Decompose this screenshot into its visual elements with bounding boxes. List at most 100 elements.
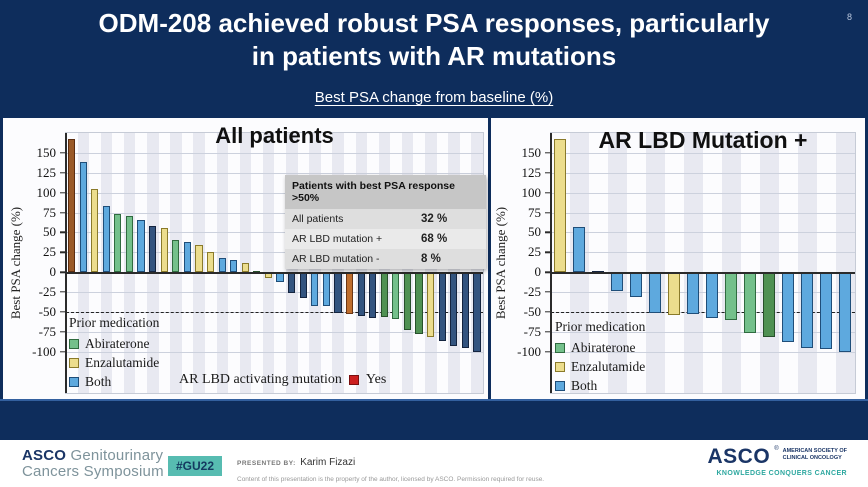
waterfall-bar: [288, 272, 296, 293]
y-axis-tick-label: 125: [36, 164, 57, 180]
gridline: [551, 292, 855, 294]
waterfall-bar: [820, 272, 832, 350]
y-axis-tick-label: -25: [38, 284, 56, 300]
waterfall-bar: [801, 272, 813, 348]
waterfall-bar: [299, 272, 307, 298]
waterfall-bar: [782, 272, 794, 343]
legend-swatch-yellow: [555, 361, 565, 372]
waterfall-bar: [311, 272, 319, 306]
waterfall-plot-ar-lbd-mutation: 150 125 100 75 50 25 0 -25 -50 -75 -100: [517, 132, 856, 394]
footer-bar: ASCO Genitourinary Cancers Symposium #GU…: [0, 440, 868, 487]
legend-swatch-blue: [69, 376, 79, 387]
waterfall-bar: [137, 220, 145, 273]
symposium-logo-line2: Cancers Symposium: [22, 462, 164, 480]
background-stripe: [684, 133, 703, 393]
waterfall-bar: [450, 272, 458, 347]
y-axis-tick: [545, 231, 551, 234]
y-axis-tick: [60, 271, 66, 273]
waterfall-bar: [195, 245, 203, 273]
chart-title-ar-lbd-mutation: AR LBD Mutation +: [598, 127, 808, 153]
y-axis-tick: [545, 251, 551, 253]
table-row-label: AR LBD mutation -: [292, 253, 380, 265]
waterfall-bar: [611, 272, 623, 292]
waterfall-bar: [357, 272, 365, 316]
gridline: [66, 351, 483, 353]
table-row-value: 8 %: [421, 253, 441, 265]
y-axis-tick-label: -25: [523, 284, 541, 300]
asco-org-line1: AMERICAN SOCIETY OF: [782, 448, 847, 454]
y-axis-tick: [545, 291, 551, 293]
y-axis-tick: [545, 191, 551, 194]
waterfall-bar: [839, 272, 851, 352]
y-axis-tick: [545, 331, 551, 333]
y-axis-tick-label: -75: [38, 323, 56, 339]
waterfall-bar: [79, 161, 87, 273]
gridline: [551, 232, 855, 234]
y-axis-tick-label: 75: [43, 204, 56, 220]
waterfall-bar: [102, 206, 110, 273]
asco-logo-wordmark: ASCO: [707, 445, 771, 468]
y-axis-tick-label: -75: [523, 323, 541, 339]
waterfall-bar: [744, 272, 756, 334]
waterfall-bar: [415, 272, 423, 335]
asco-logo: ASCO ® AMERICAN SOCIETY OF CLINICAL ONCOLO…: [708, 446, 848, 477]
waterfall-bar: [218, 257, 226, 273]
background-stripe: [608, 133, 627, 393]
y-axis-tick: [545, 311, 551, 313]
zero-axis-line: [66, 272, 483, 274]
legend-item: Both: [69, 372, 159, 391]
legend-item: Abiraterone: [555, 338, 645, 357]
slide-page-number: 8: [846, 12, 852, 22]
symposium-logo-asco: ASCO: [22, 447, 67, 464]
y-axis-tick: [545, 271, 551, 273]
y-axis-tick-label: 25: [43, 244, 56, 260]
y-axis-tick-label: 100: [36, 184, 57, 200]
gridline: [551, 351, 855, 353]
table-row-value: 32 %: [421, 213, 448, 225]
y-axis-tick: [60, 350, 66, 353]
asco-tagline: KNOWLEDGE CONQUERS CANCER: [716, 470, 847, 477]
waterfall-bar: [706, 272, 718, 319]
psa-response-table-body: All patients 32 % AR LBD mutation + 68 % AR …: [285, 209, 486, 269]
y-axis-tick: [545, 350, 551, 353]
legend-label: Abiraterone: [85, 335, 150, 351]
gridline: [66, 331, 483, 333]
waterfall-bar: [183, 241, 191, 273]
gridline: [66, 192, 483, 194]
slide-title-line1: ODM-208 achieved robust PSA responses, p…: [98, 8, 770, 38]
table-row-label: AR LBD mutation +: [292, 233, 383, 245]
y-axis-tick: [60, 172, 66, 174]
table-row-value: 68 %: [421, 233, 448, 245]
presenter-name: Karim Fizazi: [300, 457, 356, 468]
y-axis-tick: [60, 311, 66, 313]
y-axis-tick: [60, 231, 66, 234]
legend-label: Enzalutamide: [85, 354, 160, 370]
y-axis-tick: [545, 172, 551, 174]
gridline: [66, 172, 483, 174]
waterfall-bar: [461, 272, 469, 349]
gridline: [551, 212, 855, 214]
y-axis-tick-label: 0: [49, 264, 57, 280]
legend-item: Enzalutamide: [555, 357, 645, 376]
waterfall-bar: [160, 227, 168, 273]
y-axis-tick-label: -50: [38, 303, 56, 319]
legend-swatch-green: [555, 342, 565, 353]
y-axis-tick-label: -50: [523, 303, 541, 319]
y-axis-tick: [545, 152, 551, 154]
y-axis-tick-label: -100: [32, 343, 56, 359]
legend-label: Enzalutamide: [571, 358, 646, 374]
asco-org-line2: CLINICAL ONCOLOGY: [782, 455, 842, 462]
y-axis-tick-label: -100: [517, 343, 541, 359]
table-row-label: All patients: [292, 213, 344, 225]
waterfall-bar: [369, 272, 377, 319]
legend-swatch-blue: [555, 380, 565, 391]
chart-panel-all-patients: All patients Best PSA change (%) 150 125 1…: [3, 118, 488, 400]
zero-axis-line: [551, 272, 855, 274]
table-row: AR LBD mutation - 8 %: [285, 249, 486, 269]
waterfall-bar: [67, 138, 76, 273]
y-axis-line: [65, 133, 67, 393]
waterfall-bar: [114, 214, 122, 273]
waterfall-bar: [380, 272, 388, 318]
gridline: [551, 152, 855, 154]
